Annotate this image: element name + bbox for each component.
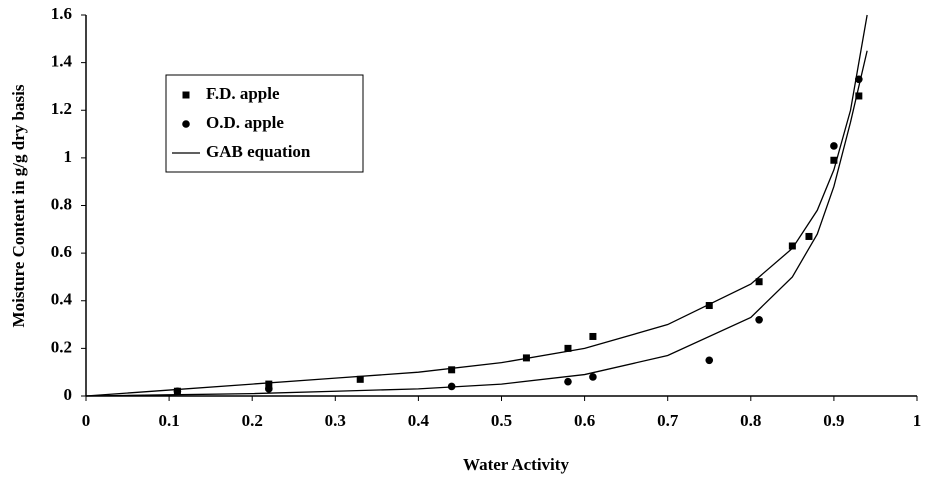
data-point [173,387,182,396]
legend-label: O.D. apple [206,113,284,132]
y-tick-label: 1 [64,147,73,166]
y-tick-label: 0.6 [51,242,72,261]
y-tick-label: 1.4 [51,52,73,71]
y-tick-label: 0.8 [51,194,72,213]
gab-curve [85,50,868,397]
x-tick-label: 1 [913,411,922,430]
data-point [755,316,763,324]
x-tick-label: 0 [82,411,91,430]
y-tick-label: 0.2 [51,337,72,356]
x-tick-label: 0.6 [574,411,595,430]
x-tick-label: 0.2 [242,411,263,430]
x-tick-label: 0.7 [657,411,679,430]
data-point [564,377,572,386]
gab-curve [85,14,868,397]
data-point [589,373,597,381]
data-point [356,375,364,383]
y-tick-label: 1.2 [51,99,72,118]
data-point [755,278,763,286]
data-point [855,92,863,100]
x-tick-label: 0.8 [740,411,761,430]
x-tick-label: 0.3 [325,411,346,430]
data-point [705,302,713,310]
data-point [589,332,597,340]
y-axis-label: Moisture Content in g/g dry basis [9,84,28,327]
data-point [265,385,273,393]
data-point [448,366,456,374]
legend-box [165,74,364,173]
data-point [564,344,572,352]
x-tick-label: 0.9 [823,411,844,430]
x-tick-label: 0.5 [491,411,512,430]
data-point [805,232,813,240]
x-axis-label: Water Activity [463,455,569,474]
legend-label: GAB equation [206,142,311,161]
data-point [265,380,273,388]
data-point [830,156,838,164]
y-tick-label: 0 [64,385,73,404]
x-tick-label: 0.4 [408,411,430,430]
y-tick-label: 0.4 [51,290,73,309]
x-tick-label: 0.1 [158,411,179,430]
legend-label: F.D. apple [206,84,280,103]
y-tick-label: 1.6 [51,4,72,23]
data-point [788,242,796,250]
data-point [705,356,714,365]
legend-symbol [182,91,190,99]
legend-symbol [182,120,190,128]
data-point [830,142,838,150]
